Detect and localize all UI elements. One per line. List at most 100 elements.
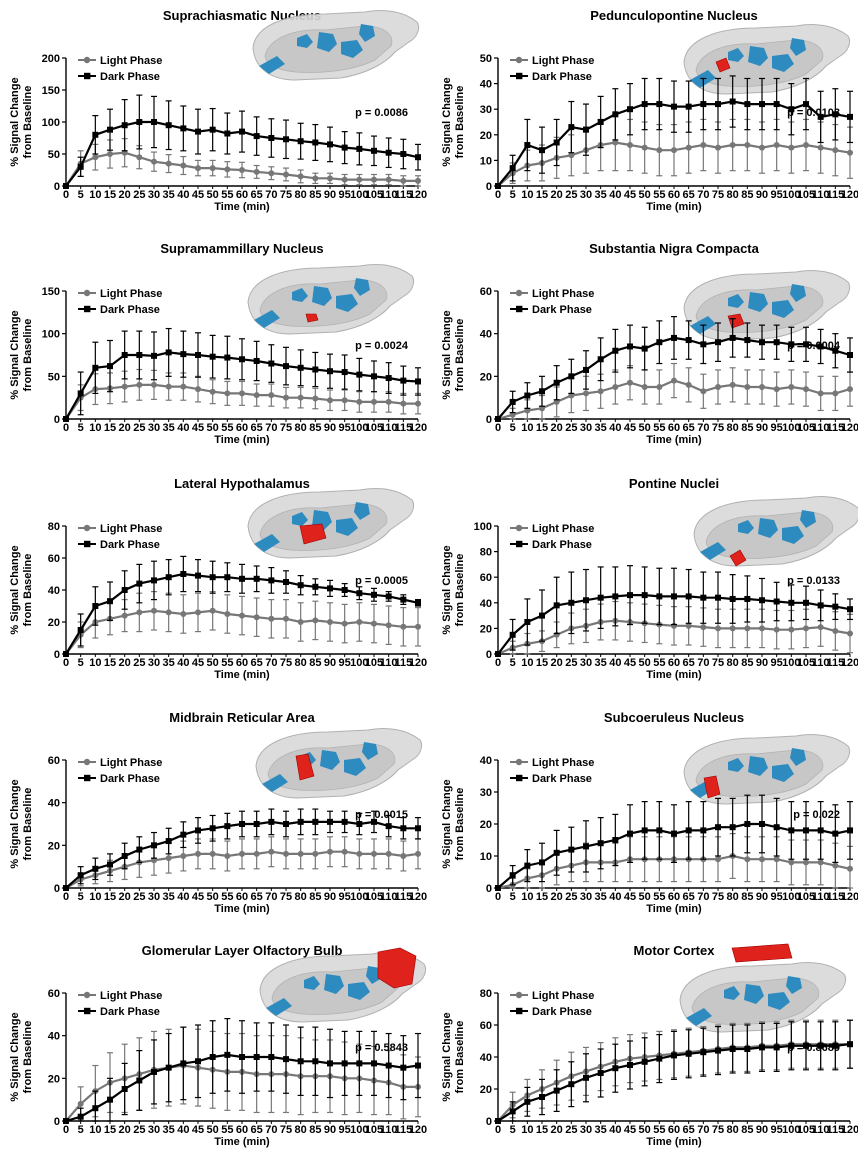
brain-region-blue xyxy=(292,288,308,302)
data-point xyxy=(817,602,824,609)
data-point xyxy=(356,821,363,827)
x-tick-label: 50 xyxy=(639,891,651,903)
data-point xyxy=(297,582,304,589)
data-point xyxy=(253,133,260,140)
data-point xyxy=(180,571,187,577)
x-tick-label: 55 xyxy=(221,891,233,903)
y-tick-label: 40 xyxy=(480,598,492,610)
y-tick-label: 0 xyxy=(486,883,492,895)
data-point xyxy=(209,388,216,395)
x-tick-label: 100 xyxy=(350,891,368,903)
data-point xyxy=(847,865,853,872)
data-point xyxy=(495,416,501,422)
brain-region-blue xyxy=(786,976,802,994)
x-axis-label: Time (min) xyxy=(646,903,702,915)
legend-label: Light Phase xyxy=(532,990,594,1002)
brain-region-blue xyxy=(790,748,806,766)
highlight-region xyxy=(377,947,417,989)
x-tick-label: 25 xyxy=(133,189,145,201)
brain-region-blue xyxy=(324,974,344,994)
x-axis-label: Time (min) xyxy=(214,1136,270,1148)
brain-region-blue xyxy=(772,54,794,72)
x-tick-label: 90 xyxy=(756,891,768,903)
x-tick-label: 75 xyxy=(280,422,292,434)
x-tick-label: 50 xyxy=(207,189,219,201)
data-point xyxy=(553,1087,560,1094)
data-point xyxy=(744,101,751,108)
brain-region-blue xyxy=(772,300,794,318)
data-point xyxy=(729,625,736,632)
data-point xyxy=(195,827,201,834)
x-tick-label: 55 xyxy=(221,1124,233,1136)
data-point xyxy=(509,872,516,879)
data-point xyxy=(612,1065,619,1072)
data-point xyxy=(107,363,113,370)
x-tick-label: 10 xyxy=(521,1124,533,1136)
data-point xyxy=(165,609,172,616)
brain-inset xyxy=(683,733,851,805)
data-point xyxy=(253,575,260,582)
x-tick-label: 0 xyxy=(495,657,501,669)
x-tick-label: 80 xyxy=(727,657,739,669)
data-point xyxy=(400,177,407,184)
data-point xyxy=(385,823,392,830)
y-tick-label: 40 xyxy=(480,329,492,341)
data-point xyxy=(744,625,751,632)
y-tick-label: 60 xyxy=(480,286,492,298)
data-point xyxy=(788,599,795,606)
y-tick-label: 0 xyxy=(54,649,60,661)
data-point xyxy=(495,651,501,657)
x-tick-label: 70 xyxy=(265,1124,277,1136)
data-point xyxy=(685,827,692,834)
legend-marker xyxy=(84,774,91,782)
data-point xyxy=(847,113,853,120)
x-tick-label: 35 xyxy=(595,1124,607,1136)
data-point xyxy=(77,1100,84,1107)
data-point xyxy=(415,154,421,161)
x-tick-label: 60 xyxy=(668,422,680,434)
data-point xyxy=(612,347,619,354)
y-tick-label: 40 xyxy=(480,1052,492,1064)
brain-region-blue xyxy=(748,756,768,776)
series-dark-phase xyxy=(63,555,421,657)
x-tick-label: 100 xyxy=(350,422,368,434)
x-tick-label: 120 xyxy=(409,422,427,434)
data-point xyxy=(239,850,245,857)
x-tick-label: 85 xyxy=(741,891,753,903)
x-axis-label: Time (min) xyxy=(214,201,270,213)
data-point xyxy=(847,606,853,613)
x-tick-label: 20 xyxy=(119,422,131,434)
chart-title: Pontine Nuclei xyxy=(629,476,719,491)
data-point xyxy=(180,351,187,358)
data-point xyxy=(400,400,407,407)
brain-region-blue xyxy=(297,34,313,48)
y-tick-label: 10 xyxy=(480,155,492,167)
y-tick-label: 60 xyxy=(48,755,60,767)
p-value: p = 0.0103 xyxy=(787,107,840,119)
brain-region-blue xyxy=(304,976,320,990)
highlight-region xyxy=(703,775,721,799)
data-point xyxy=(671,377,677,384)
x-tick-label: 115 xyxy=(826,189,844,201)
brain-region-blue xyxy=(728,48,744,62)
brain-inset xyxy=(252,9,420,81)
data-point xyxy=(744,856,751,863)
x-tick-label: 65 xyxy=(683,422,695,434)
x-tick-label: 75 xyxy=(712,189,724,201)
data-point xyxy=(597,388,604,395)
y-tick-label: 0 xyxy=(486,414,492,426)
data-point xyxy=(180,611,187,617)
data-point xyxy=(524,862,531,869)
x-tick-label: 20 xyxy=(551,422,563,434)
data-point xyxy=(385,593,392,600)
data-point xyxy=(121,587,128,593)
data-point xyxy=(641,827,648,834)
x-tick-label: 50 xyxy=(207,891,219,903)
data-point xyxy=(847,386,853,393)
data-point xyxy=(107,861,113,868)
y-tick-label: 60 xyxy=(48,553,60,565)
x-tick-label: 115 xyxy=(826,1124,844,1136)
x-tick-label: 5 xyxy=(510,891,516,903)
data-point xyxy=(400,151,407,157)
